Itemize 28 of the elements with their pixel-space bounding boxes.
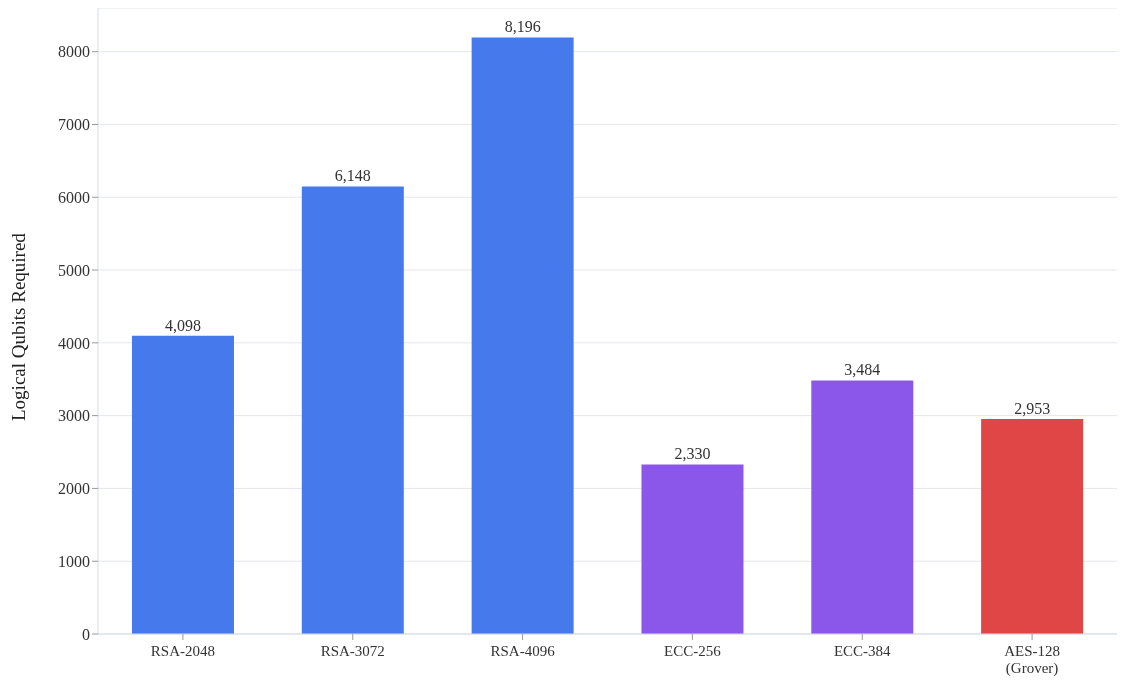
bar	[131, 335, 234, 634]
x-tick-label: RSA-3072	[320, 643, 385, 659]
data-label: 8,196	[504, 18, 541, 36]
y-axis-title: Logical Qubits Required	[7, 232, 29, 421]
bar	[981, 419, 1084, 634]
y-tick-label: 0	[82, 625, 90, 643]
y-tick-label: 6000	[58, 188, 90, 206]
bar	[641, 464, 744, 634]
bar	[811, 380, 914, 634]
y-tick-label: 7000	[58, 116, 90, 134]
y-tick-label: 3000	[58, 407, 90, 425]
bar	[301, 186, 404, 634]
data-label: 3,484	[844, 361, 881, 379]
y-tick-label: 5000	[58, 261, 90, 279]
bar	[471, 37, 574, 634]
x-tick-label: RSA-2048	[150, 643, 216, 659]
x-tick-label: ECC-256	[664, 643, 722, 659]
y-tick-label: 1000	[58, 552, 90, 570]
x-tick-label: ECC-384	[833, 643, 892, 659]
data-label: 2,953	[1014, 400, 1051, 418]
y-tick-label: 8000	[58, 43, 90, 61]
data-label: 6,148	[334, 167, 371, 185]
x-tick-label: AES-128 (Grover)	[1004, 643, 1061, 677]
x-tick-label: RSA-4096	[490, 643, 556, 659]
data-label: 2,330	[674, 445, 711, 463]
y-tick-label: 4000	[58, 334, 90, 352]
y-tick-label: 2000	[58, 480, 90, 498]
data-label: 4,098	[164, 316, 201, 334]
